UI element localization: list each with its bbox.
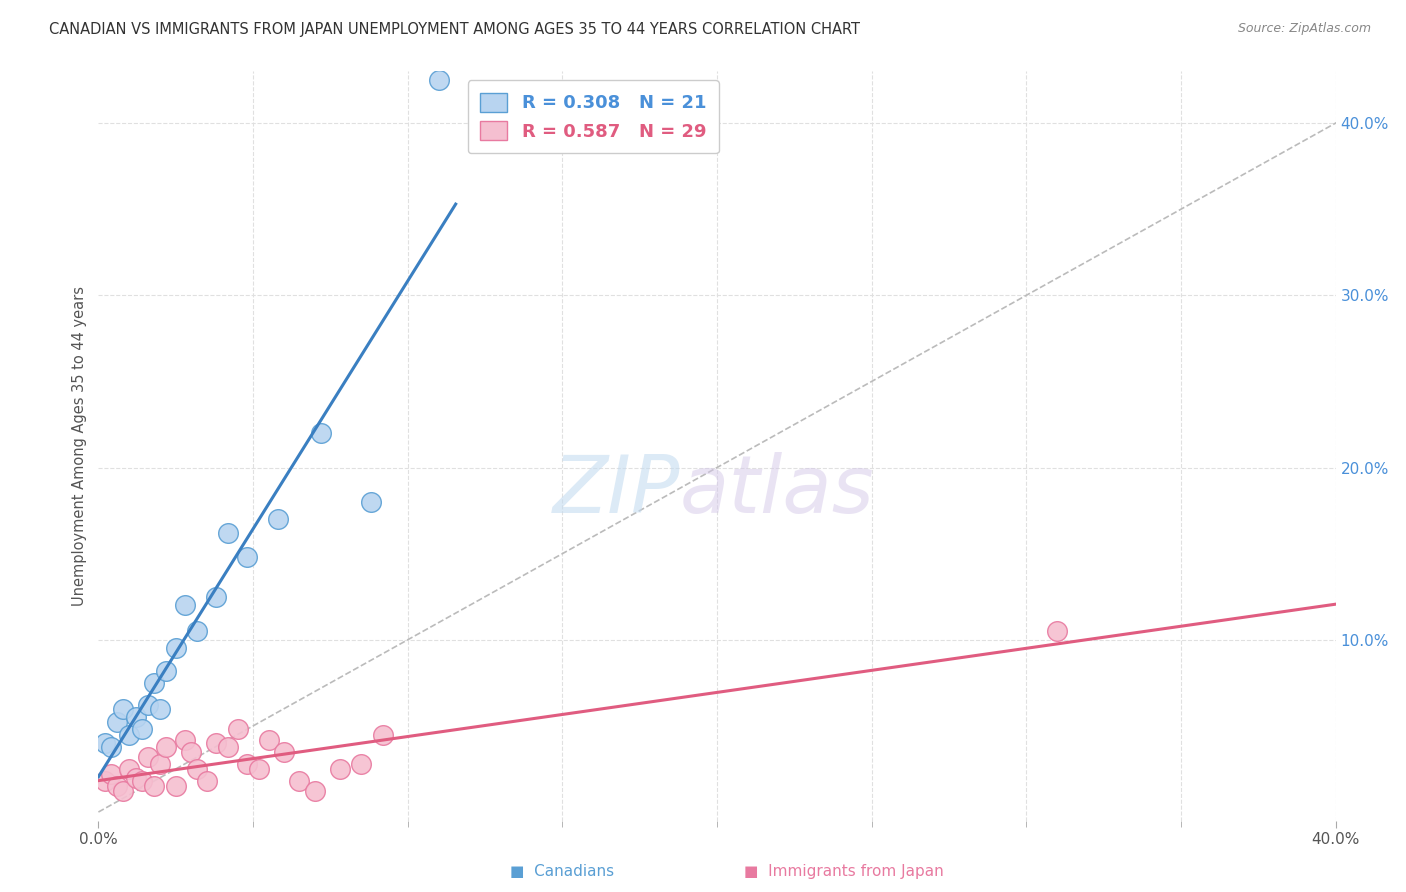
- Point: [131, 774, 153, 789]
- Point: [195, 774, 218, 789]
- Point: [124, 710, 146, 724]
- Point: [427, 73, 450, 87]
- Point: [118, 727, 141, 741]
- Point: [371, 727, 394, 741]
- Point: [124, 771, 146, 785]
- Point: [112, 784, 135, 798]
- Point: [257, 732, 280, 747]
- Point: [105, 779, 128, 793]
- Point: [205, 590, 228, 604]
- Legend: R = 0.308   N = 21, R = 0.587   N = 29: R = 0.308 N = 21, R = 0.587 N = 29: [468, 80, 718, 153]
- Point: [180, 745, 202, 759]
- Point: [100, 739, 122, 754]
- Point: [149, 701, 172, 715]
- Point: [112, 701, 135, 715]
- Point: [217, 526, 239, 541]
- Point: [131, 723, 153, 737]
- Text: ■  Immigrants from Japan: ■ Immigrants from Japan: [744, 863, 943, 879]
- Point: [155, 664, 177, 678]
- Point: [143, 676, 166, 690]
- Text: ZIP: ZIP: [553, 452, 681, 530]
- Point: [174, 732, 197, 747]
- Text: Source: ZipAtlas.com: Source: ZipAtlas.com: [1237, 22, 1371, 36]
- Point: [174, 599, 197, 613]
- Point: [93, 736, 115, 750]
- Point: [186, 624, 208, 639]
- Point: [165, 641, 187, 656]
- Point: [236, 756, 259, 771]
- Point: [165, 779, 187, 793]
- Point: [155, 739, 177, 754]
- Point: [118, 762, 141, 776]
- Point: [149, 756, 172, 771]
- Point: [360, 495, 382, 509]
- Point: [226, 723, 249, 737]
- Text: ■  Canadians: ■ Canadians: [510, 863, 614, 879]
- Point: [329, 762, 352, 776]
- Point: [288, 774, 311, 789]
- Point: [304, 784, 326, 798]
- Point: [309, 426, 332, 441]
- Text: atlas: atlas: [681, 452, 875, 530]
- Text: CANADIAN VS IMMIGRANTS FROM JAPAN UNEMPLOYMENT AMONG AGES 35 TO 44 YEARS CORRELA: CANADIAN VS IMMIGRANTS FROM JAPAN UNEMPL…: [49, 22, 860, 37]
- Point: [217, 739, 239, 754]
- Point: [136, 750, 159, 764]
- Point: [273, 745, 295, 759]
- Point: [236, 550, 259, 565]
- Point: [143, 779, 166, 793]
- Point: [267, 512, 290, 526]
- Point: [100, 767, 122, 781]
- Point: [93, 774, 115, 789]
- Point: [105, 715, 128, 730]
- Point: [247, 762, 270, 776]
- Point: [205, 736, 228, 750]
- Point: [136, 698, 159, 713]
- Point: [186, 762, 208, 776]
- Y-axis label: Unemployment Among Ages 35 to 44 years: Unemployment Among Ages 35 to 44 years: [72, 286, 87, 606]
- Point: [350, 756, 373, 771]
- Point: [1046, 624, 1069, 639]
